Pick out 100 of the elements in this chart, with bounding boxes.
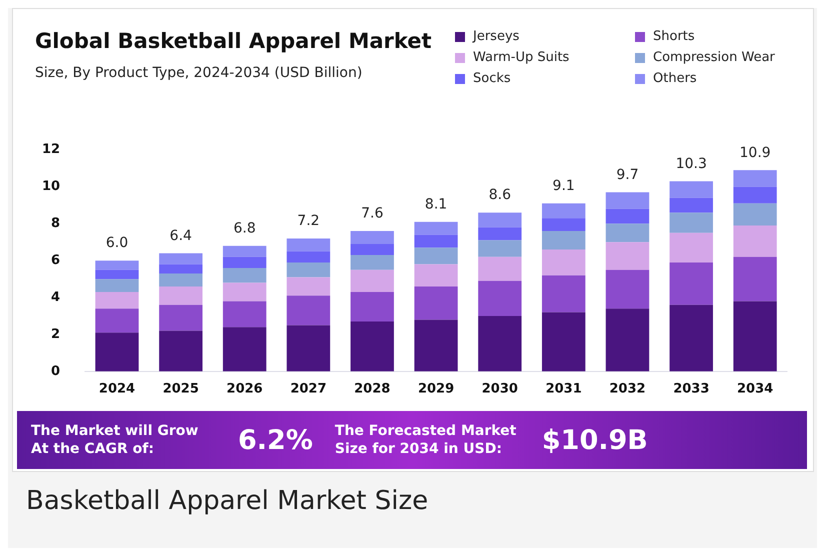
bar [478,240,522,257]
total-label: 6.8 [233,220,256,236]
text: The Forecasted Market Size for 2034 in USD: [334,422,518,458]
text: $10.9B [542,424,648,456]
bar [670,232,713,262]
legend-label: Others [653,71,697,86]
legend-label: Socks [473,71,511,86]
bar [542,275,586,312]
bar [159,330,202,372]
bar [542,203,586,218]
bar [286,296,330,326]
bar [350,231,394,244]
chart-subtitle: Size, By Product Type, 2024-2034 (USD Billion) [35,65,362,81]
bar [286,251,330,262]
bar [670,262,713,305]
bar [414,320,458,372]
bar [286,238,330,252]
bar [286,262,330,278]
total-label: 6.4 [170,228,192,244]
bar [350,270,394,292]
bar [222,327,266,372]
total-label: 9.7 [616,166,639,183]
legend-label: Jerseys [473,29,520,44]
bar [222,246,266,257]
x-tick-label: 2025 [162,382,199,397]
total-label: 9.1 [552,178,575,194]
bar [350,255,394,270]
bar [414,248,458,264]
total-label: 7.2 [297,213,320,230]
y-tick-label: 2 [51,326,60,342]
bar [95,270,139,280]
x-tick-label: 2033 [673,382,710,397]
bar [414,264,458,286]
bar [670,181,713,198]
bar [606,224,650,242]
bar [542,231,586,250]
bar [542,218,586,232]
bar [286,325,330,372]
y-tick-label: 4 [51,290,60,305]
total-label: 10.3 [676,156,707,172]
bar [159,304,202,331]
text: 6.2% [238,424,313,456]
chart-title: Global Basketball Apparel Market [35,29,432,53]
bar [606,192,650,209]
x-tick-label: 2032 [609,382,646,397]
bar [350,292,394,322]
bar [414,222,458,235]
bar [606,242,650,270]
bar [350,322,394,372]
bar [159,286,202,305]
total-label: 10.9 [740,144,771,161]
y-tick-label: 6 [51,252,60,268]
y-tick-label: 0 [51,364,60,379]
bar [95,332,139,372]
bar [606,308,650,372]
total-label: 8.6 [488,187,512,204]
bar [350,244,394,256]
bar [478,256,522,281]
bar [606,270,650,309]
bar [95,292,139,309]
x-tick-label: 2034 [737,382,774,397]
bar [159,274,202,286]
bar [222,256,266,268]
bar [606,208,650,224]
y-tick-label: 12 [42,142,60,158]
x-tick-label: 2029 [418,382,454,397]
bar [222,282,266,302]
total-label: 6.0 [106,235,128,252]
bar [478,316,522,372]
bar [542,250,586,276]
x-tick-label: 2026 [226,382,263,397]
y-tick-label: 10 [42,179,60,194]
y-tick-label: 8 [51,216,60,232]
bar [733,301,777,372]
text: The Market will Grow At the CAGR of: [31,422,200,458]
bar [733,203,777,226]
x-tick-label: 2031 [546,382,582,397]
legend-label: Warm-Up Suits [473,50,570,65]
bar [670,212,713,233]
bar [95,308,139,333]
bar [95,260,139,270]
text: Basketball Apparel Market Size [26,486,430,516]
bar [478,280,522,316]
bar [733,170,777,187]
bar [733,256,777,302]
bar [478,212,522,228]
bar [733,226,777,257]
legend-label: Shorts [653,29,695,44]
x-tick-label: 2028 [354,382,390,397]
bar [670,198,713,213]
bar [159,253,202,264]
bar [159,264,202,274]
bar [670,304,713,372]
total-label: 7.6 [361,206,384,222]
bar [222,268,266,283]
x-tick-label: 2027 [290,382,327,397]
x-tick-label: 2024 [98,382,136,397]
total-label: 8.1 [424,196,448,212]
x-tick-label: 2030 [482,382,518,397]
bar [414,286,458,320]
